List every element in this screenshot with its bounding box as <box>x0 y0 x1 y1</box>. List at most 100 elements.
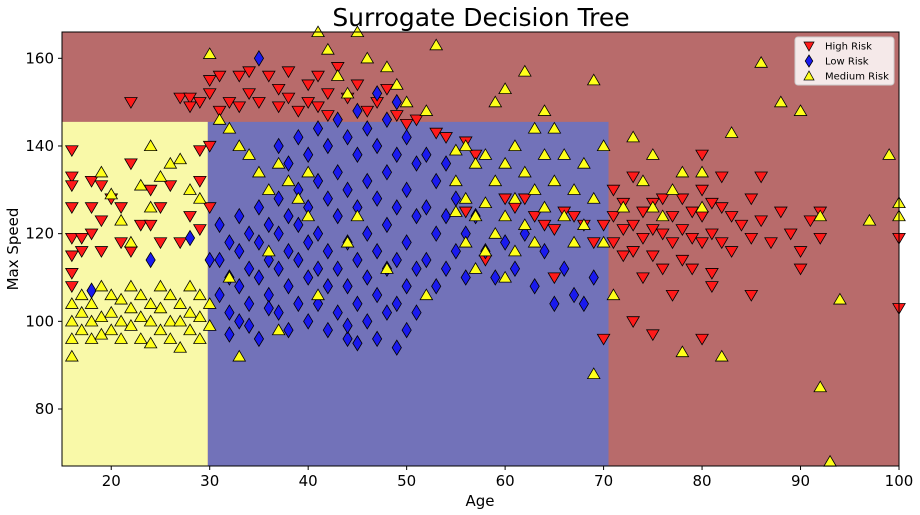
data-point <box>421 199 432 216</box>
data-point <box>468 149 483 162</box>
data-point <box>606 184 621 197</box>
y-axis-ticks: 80 100 120 140 160 <box>25 49 62 418</box>
data-point <box>391 199 402 216</box>
data-point <box>261 70 276 83</box>
data-point <box>488 226 503 239</box>
data-point <box>342 128 353 146</box>
data-point <box>114 237 128 250</box>
data-point <box>695 184 709 197</box>
data-point <box>458 139 473 152</box>
data-point <box>173 237 188 250</box>
data-point <box>440 155 452 172</box>
data-point <box>458 206 473 219</box>
data-point <box>340 86 355 99</box>
data-point <box>352 334 363 352</box>
data-point <box>232 70 247 83</box>
data-point <box>183 211 197 223</box>
data-point <box>94 310 109 322</box>
data-point <box>362 172 373 190</box>
series-high-risk <box>64 62 906 346</box>
data-point <box>192 332 207 344</box>
data-point <box>636 272 650 285</box>
data-point <box>372 330 383 348</box>
data-point <box>153 301 168 314</box>
data-point <box>448 143 463 156</box>
data-point <box>372 137 383 155</box>
data-point <box>478 148 493 160</box>
data-point <box>184 229 196 247</box>
data-point <box>862 213 877 226</box>
data-point <box>84 314 99 327</box>
data-point <box>271 83 286 96</box>
data-point <box>301 97 316 109</box>
data-point <box>124 301 138 314</box>
data-point <box>586 73 601 86</box>
data-point <box>320 42 335 55</box>
x-tick-label: 90 <box>791 472 810 490</box>
x-tick-label: 80 <box>693 472 712 490</box>
data-point <box>754 56 769 68</box>
data-point <box>143 139 158 152</box>
data-point <box>244 260 255 277</box>
data-point <box>222 97 237 109</box>
data-point <box>64 314 79 327</box>
data-point <box>626 316 641 329</box>
data-point <box>559 260 570 277</box>
data-point <box>508 191 522 204</box>
data-point <box>389 77 404 90</box>
data-point <box>360 51 375 64</box>
data-point <box>114 332 128 344</box>
data-point <box>724 126 739 138</box>
data-point <box>596 333 611 346</box>
legend-marker-high-risk <box>803 41 815 52</box>
data-point <box>303 146 314 164</box>
x-tick-label: 100 <box>885 472 914 490</box>
data-point <box>222 270 237 283</box>
data-point <box>271 101 286 114</box>
data-point <box>322 321 333 339</box>
data-point <box>616 250 631 263</box>
data-point <box>133 332 148 344</box>
data-point <box>293 251 304 269</box>
data-point <box>488 95 503 108</box>
data-point <box>409 114 424 127</box>
data-point <box>576 218 591 230</box>
data-point <box>527 183 542 195</box>
data-point <box>517 64 532 77</box>
data-point <box>734 219 749 232</box>
data-point <box>173 92 188 105</box>
legend-label-high-risk: High Risk <box>825 42 872 53</box>
data-point <box>320 110 335 122</box>
data-point <box>450 242 461 260</box>
data-point <box>362 269 373 286</box>
data-point <box>448 174 463 187</box>
data-point <box>312 120 324 137</box>
data-point <box>133 178 148 191</box>
data-point <box>498 193 513 206</box>
data-point <box>508 139 522 152</box>
data-point <box>557 148 572 160</box>
data-point <box>214 286 225 304</box>
data-point <box>153 202 168 215</box>
data-point <box>303 234 314 251</box>
data-point <box>567 183 581 195</box>
data-point <box>685 232 700 245</box>
data-point <box>212 112 227 125</box>
data-point <box>192 288 207 301</box>
data-point <box>391 93 402 111</box>
data-point <box>714 237 729 250</box>
data-point <box>94 165 109 178</box>
data-point <box>124 158 138 171</box>
data-point <box>352 251 363 269</box>
data-point <box>498 82 513 95</box>
data-point <box>322 277 333 295</box>
data-point <box>391 146 402 164</box>
data-point <box>183 323 197 336</box>
data-point <box>214 251 225 269</box>
data-point <box>362 120 373 137</box>
data-point <box>468 262 483 274</box>
data-point <box>399 119 414 131</box>
data-point <box>143 297 158 309</box>
data-point <box>440 260 452 277</box>
